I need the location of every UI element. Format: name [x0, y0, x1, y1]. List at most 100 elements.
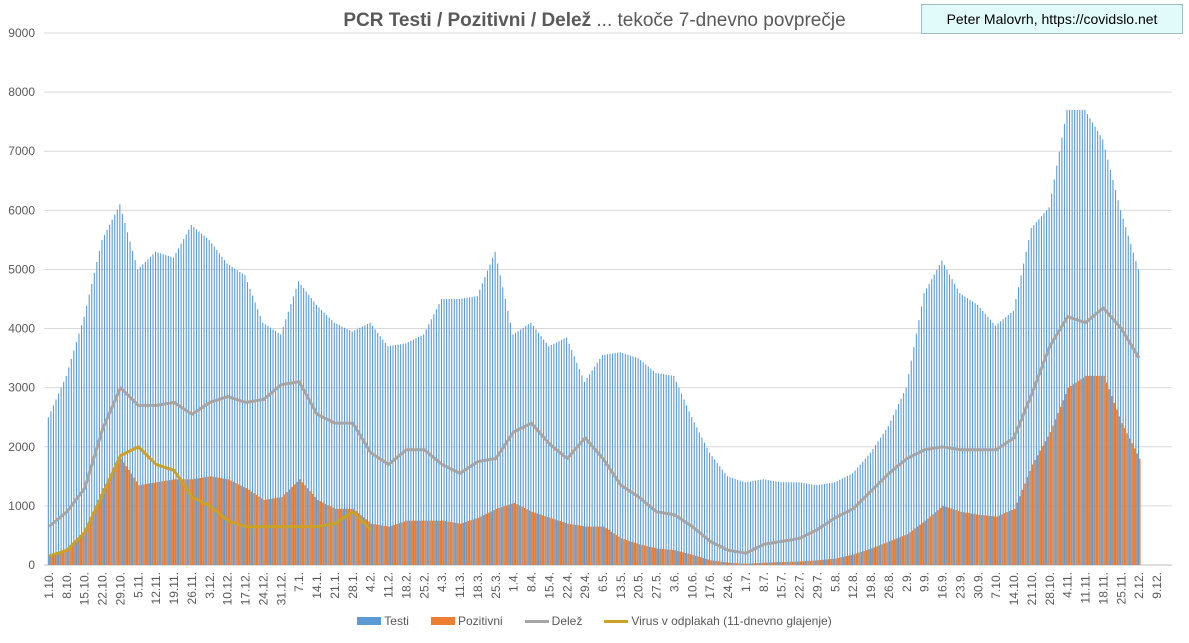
bar-testi [236, 270, 238, 565]
bar-testi [903, 393, 905, 565]
bar-pozitivni [873, 547, 876, 565]
bar-testi [195, 229, 197, 566]
bar-testi [1005, 317, 1007, 565]
bar-testi [1071, 109, 1073, 565]
bar-pozitivni [266, 499, 268, 565]
bar-pozitivni [1090, 375, 1093, 565]
bar-testi [760, 479, 762, 565]
x-tick-label: 26.11. [185, 572, 199, 604]
bar-pozitivni [1067, 387, 1070, 565]
bar-pozitivni [528, 510, 531, 565]
bar-pozitivni [988, 515, 990, 565]
bar-testi [492, 258, 494, 565]
bar-pozitivni [368, 521, 370, 565]
bar-testi [548, 346, 550, 565]
legend-swatch [524, 619, 549, 623]
bar-pozitivni [590, 526, 592, 565]
bar-testi [961, 294, 963, 565]
bar-testi [900, 398, 902, 565]
bar-pozitivni [789, 561, 791, 565]
bar-testi [553, 343, 555, 565]
bar-testi [1127, 235, 1129, 565]
bar-pozitivni [947, 507, 950, 565]
bar-pozitivni [324, 503, 327, 565]
bar-pozitivni [314, 497, 316, 565]
bar-testi [767, 480, 769, 565]
bar-pozitivni [1031, 464, 1034, 565]
bar-testi [949, 274, 951, 565]
bar-testi [346, 328, 348, 565]
bar-pozitivni [214, 477, 217, 565]
bar-pozitivni [258, 496, 260, 565]
bar-testi [836, 480, 838, 565]
bar-pozitivni [835, 558, 837, 565]
bar-testi [486, 270, 489, 565]
bar-testi [415, 338, 417, 565]
bar-pozitivni [1052, 425, 1054, 565]
bar-pozitivni [858, 552, 860, 565]
bar-pozitivni [536, 513, 539, 565]
bar-testi [869, 452, 871, 565]
bar-pozitivni [1075, 382, 1077, 565]
bar-testi [269, 327, 272, 565]
bar-testi [1035, 222, 1037, 565]
x-tick-label: 12.11. [149, 572, 163, 604]
bar-pozitivni [171, 479, 173, 565]
bar-pozitivni [929, 516, 932, 565]
bar-pozitivni [1098, 375, 1100, 565]
bar-testi [1061, 137, 1063, 565]
bar-pozitivni [595, 526, 597, 565]
bar-testi [297, 281, 300, 565]
bar-pozitivni [1105, 382, 1108, 565]
bar-pozitivni [477, 517, 480, 565]
bar-pozitivni [1100, 375, 1103, 565]
bar-pozitivni [592, 526, 595, 565]
bar-pozitivni [378, 524, 380, 565]
bar-testi [126, 232, 129, 566]
bar-testi [555, 342, 557, 565]
y-tick-label: 5000 [8, 262, 35, 276]
bar-pozitivni [495, 508, 498, 565]
bar-pozitivni [153, 482, 156, 565]
bar-pozitivni [868, 549, 870, 565]
y-tick-label: 3000 [8, 381, 35, 395]
x-tick-label: 27.5. [650, 572, 664, 599]
bar-pozitivni [774, 562, 776, 565]
bar-testi [96, 261, 98, 565]
bar-testi [147, 259, 149, 565]
bar-pozitivni [454, 522, 457, 565]
bar-pozitivni [922, 522, 924, 565]
bar-testi [1000, 321, 1002, 565]
bar-pozitivni [865, 550, 868, 565]
bar-pozitivni [1123, 428, 1126, 565]
bar-pozitivni [523, 508, 526, 565]
bar-pozitivni [978, 514, 980, 565]
bar-testi [617, 352, 619, 565]
bar-pozitivni [597, 526, 600, 565]
x-tick-label: 18.3. [471, 572, 485, 599]
bar-pozitivni [962, 512, 965, 565]
bar-pozitivni [1139, 458, 1141, 565]
bar-pozitivni [467, 521, 470, 565]
credit-box: Peter Malovrh, https://covidslo.net [921, 4, 1183, 34]
bar-pozitivni [375, 524, 378, 565]
x-tick-label: 22.4. [560, 572, 574, 599]
y-tick-label: 7000 [8, 144, 35, 158]
bar-testi [726, 476, 728, 565]
x-tick-label: 22.10. [96, 572, 110, 605]
bar-testi [652, 370, 654, 565]
x-tick-label: 8.10. [60, 572, 74, 599]
bar-testi [757, 480, 759, 565]
bar-testi [780, 482, 782, 565]
bar-pozitivni [950, 508, 952, 565]
bar-pozitivni [79, 535, 82, 565]
bar-testi [770, 480, 772, 565]
bar-testi [443, 299, 445, 565]
bar-testi [469, 297, 471, 565]
line-virus [48, 445, 372, 558]
bar-pozitivni [1034, 459, 1036, 565]
bar-pozitivni [623, 539, 625, 565]
bar-pozitivni [485, 513, 487, 565]
bar-testi [349, 330, 351, 565]
bar-pozitivni [914, 528, 916, 565]
